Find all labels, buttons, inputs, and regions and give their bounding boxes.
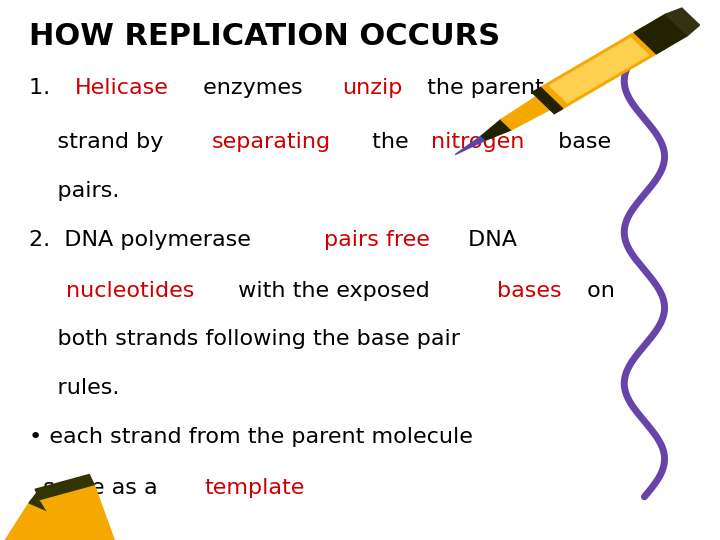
- Text: both strands following the base pair: both strands following the base pair: [29, 329, 460, 349]
- Polygon shape: [665, 8, 700, 36]
- Polygon shape: [532, 87, 563, 114]
- Text: serve as a: serve as a: [29, 478, 165, 498]
- Text: pairs.: pairs.: [29, 181, 120, 201]
- Polygon shape: [634, 28, 665, 54]
- Text: the parent: the parent: [420, 78, 544, 98]
- Polygon shape: [541, 32, 657, 109]
- Polygon shape: [29, 494, 86, 524]
- Text: pairs free: pairs free: [324, 230, 430, 249]
- Polygon shape: [643, 14, 688, 49]
- Polygon shape: [40, 485, 117, 540]
- Polygon shape: [0, 503, 79, 540]
- Text: base: base: [551, 132, 611, 152]
- Text: DNA: DNA: [461, 230, 517, 249]
- Text: rules.: rules.: [29, 378, 120, 398]
- Text: 1.: 1.: [29, 78, 64, 98]
- Text: 2.  DNA polymerase: 2. DNA polymerase: [29, 230, 258, 249]
- Text: nucleotides: nucleotides: [66, 281, 194, 301]
- Text: • each strand from the parent molecule: • each strand from the parent molecule: [29, 427, 472, 447]
- Polygon shape: [501, 28, 665, 130]
- Text: separating: separating: [212, 132, 330, 152]
- Polygon shape: [455, 136, 486, 154]
- Text: bases: bases: [497, 281, 562, 301]
- Polygon shape: [549, 38, 649, 103]
- Polygon shape: [482, 119, 512, 140]
- Text: with the exposed: with the exposed: [231, 281, 437, 301]
- Polygon shape: [35, 475, 94, 500]
- Text: on: on: [580, 281, 615, 301]
- Text: enzymes: enzymes: [196, 78, 310, 98]
- Text: nitrogen: nitrogen: [431, 132, 524, 152]
- Text: template: template: [204, 478, 305, 498]
- Text: strand by: strand by: [29, 132, 171, 152]
- Text: HOW REPLICATION OCCURS: HOW REPLICATION OCCURS: [29, 22, 500, 51]
- Text: unzip: unzip: [342, 78, 402, 98]
- Text: Helicase: Helicase: [74, 78, 168, 98]
- Text: the: the: [365, 132, 416, 152]
